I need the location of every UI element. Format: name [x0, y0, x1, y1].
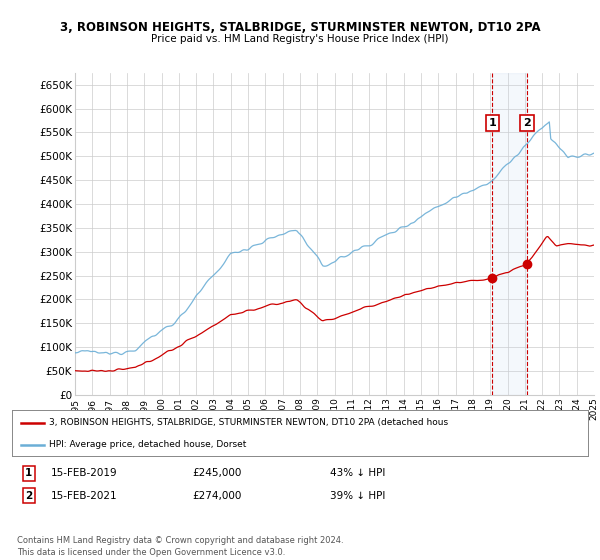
Text: 39% ↓ HPI: 39% ↓ HPI: [330, 491, 385, 501]
Text: 2: 2: [25, 491, 32, 501]
Text: 1: 1: [25, 468, 32, 478]
Text: 1: 1: [488, 118, 496, 128]
Bar: [492, 73, 527, 395]
Text: Contains HM Land Registry data © Crown copyright and database right 2024.
This d: Contains HM Land Registry data © Crown c…: [17, 536, 343, 557]
Text: 3, ROBINSON HEIGHTS, STALBRIDGE, STURMINSTER NEWTON, DT10 2PA (detached hous: 3, ROBINSON HEIGHTS, STALBRIDGE, STURMIN…: [49, 418, 449, 427]
Text: 15-FEB-2019: 15-FEB-2019: [51, 468, 118, 478]
Text: Price paid vs. HM Land Registry's House Price Index (HPI): Price paid vs. HM Land Registry's House …: [151, 34, 449, 44]
Text: 2: 2: [523, 118, 531, 128]
Text: £245,000: £245,000: [192, 468, 241, 478]
Text: 43% ↓ HPI: 43% ↓ HPI: [330, 468, 385, 478]
Text: £274,000: £274,000: [192, 491, 241, 501]
Text: 15-FEB-2021: 15-FEB-2021: [51, 491, 118, 501]
Text: HPI: Average price, detached house, Dorset: HPI: Average price, detached house, Dors…: [49, 440, 247, 450]
Text: 3, ROBINSON HEIGHTS, STALBRIDGE, STURMINSTER NEWTON, DT10 2PA: 3, ROBINSON HEIGHTS, STALBRIDGE, STURMIN…: [59, 21, 541, 34]
